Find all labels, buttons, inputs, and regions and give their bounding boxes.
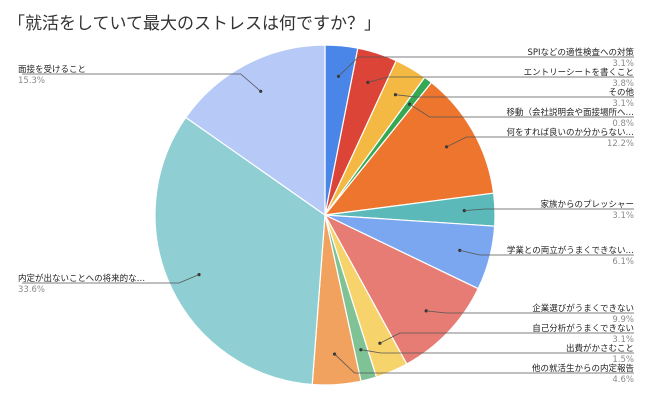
slice-8-percent: 9.9% xyxy=(612,315,634,325)
slice-5-percent: 12.2% xyxy=(607,139,634,149)
chart-title: 「就活をしていて最大のストレスは何ですか？」 xyxy=(8,14,381,34)
slice-13-leader-line xyxy=(22,73,261,92)
slice-2-leader-line xyxy=(367,76,634,83)
slice-12-leader-line xyxy=(22,274,200,284)
slice-2-percent: 3.8% xyxy=(612,79,634,89)
slice-8-leader-line xyxy=(426,310,634,314)
slice-1-leader-line xyxy=(338,56,634,77)
slice-8-label: 企業選びがうまくできない xyxy=(532,303,634,314)
slice-12 xyxy=(154,116,326,386)
slice-9-label: 自己分析がうまくできない xyxy=(532,323,634,334)
slice-11-percent: 4.6% xyxy=(612,375,634,385)
slice-12-label: 内定が出ないことへの将来的な… xyxy=(18,273,145,284)
slice-4-leader-line xyxy=(409,103,634,118)
slice-5 xyxy=(323,81,495,216)
slice-1-percent: 3.1% xyxy=(612,59,634,69)
slice-13 xyxy=(184,44,326,217)
slice-4-label: 移動（会社説明会や面接場所へ… xyxy=(506,107,634,118)
slice-11-label: 他の就活生からの内定報告 xyxy=(532,363,634,374)
slice-3-percent: 3.1% xyxy=(612,99,634,109)
slice-6-leader-line xyxy=(464,208,634,211)
slice-3-leader-line xyxy=(395,94,634,98)
slice-12-percent: 33.6% xyxy=(18,285,45,295)
slice-8 xyxy=(323,213,480,365)
slice-6-label: 家族からのプレッシャー xyxy=(540,199,634,210)
slice-10-label: 出費がかさむこと xyxy=(566,343,634,354)
slice-13-label: 面接を受けること xyxy=(18,64,86,75)
slice-9-percent: 3.1% xyxy=(612,335,634,345)
slice-5-leader-line xyxy=(446,136,634,148)
slice-2-label: エントリーシートを書くこと xyxy=(524,67,634,78)
slice-11-leader-line xyxy=(334,353,634,374)
slice-9-leader-line xyxy=(379,332,634,344)
slice-1-label: SPIなどの適性検査への対策 xyxy=(527,47,634,58)
slice-7-label: 学業との両立がうまくできない… xyxy=(507,245,634,256)
slice-5-label: 何をすれば良いのか分からない… xyxy=(506,127,634,138)
slice-13-percent: 15.3% xyxy=(18,76,45,86)
slice-3-label: その他 xyxy=(608,87,634,98)
slice-labels: SPIなどの適性検査への対策3.1%エントリーシートを書くこと3.8%その他3.… xyxy=(18,47,634,385)
pie-slices xyxy=(154,44,496,386)
slice-10-percent: 1.5% xyxy=(612,355,634,365)
slice-7-leader-line xyxy=(459,250,634,256)
slice-7-percent: 6.1% xyxy=(612,257,634,267)
slice-6-percent: 3.1% xyxy=(612,211,634,221)
slice-10-leader-line xyxy=(360,349,634,354)
slice-4-percent: 0.8% xyxy=(612,119,634,129)
